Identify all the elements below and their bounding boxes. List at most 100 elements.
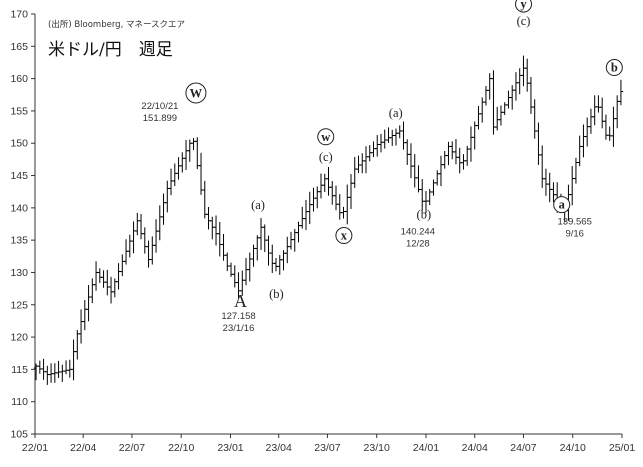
ohlc-bar xyxy=(502,102,508,115)
y-tick-label: 120 xyxy=(10,332,28,344)
ohlc-bar xyxy=(457,147,463,174)
ohlc-bar xyxy=(105,269,110,296)
ohlc-bar xyxy=(262,224,268,253)
ohlc-bar xyxy=(138,213,144,240)
ohlc-bar xyxy=(198,152,204,195)
ohlc-bar xyxy=(108,276,114,304)
wave-label-circle xyxy=(185,82,207,104)
x-tick-label: 24/01 xyxy=(413,442,439,454)
annotation-text: 140.244 xyxy=(401,226,435,237)
ohlc-bar xyxy=(296,221,301,243)
ohlc-bar xyxy=(75,329,80,360)
ohlc-bar xyxy=(202,180,208,219)
source-note: (出所) Bloomberg, マネースクエア xyxy=(48,19,185,30)
ohlc-bar xyxy=(483,86,489,106)
ohlc-bar xyxy=(247,252,253,282)
wave-label-text: x xyxy=(341,229,348,243)
ohlc-bar xyxy=(101,270,106,288)
ohlc-bar xyxy=(82,300,88,331)
ohlc-bar xyxy=(401,121,406,150)
ohlc-bar xyxy=(378,133,384,153)
ohlc-bar xyxy=(588,108,594,134)
ohlc-bar xyxy=(254,235,260,261)
ohlc-bar xyxy=(539,145,545,188)
annotation-text: 9/16 xyxy=(565,229,584,240)
wave-label-text: (a) xyxy=(389,106,403,120)
ohlc-bar xyxy=(318,173,324,199)
ohlc-bar xyxy=(209,216,215,240)
y-tick-label: 130 xyxy=(10,267,28,279)
ohlc-bar xyxy=(524,58,530,92)
wave-label-circle xyxy=(515,0,533,13)
annotation-text: 151.899 xyxy=(143,113,177,124)
ohlc-bar xyxy=(569,166,575,206)
wave-label-circled: a xyxy=(553,196,571,214)
ohlc-bar xyxy=(412,154,418,188)
ohlc-bar xyxy=(60,364,65,382)
ohlc-bar xyxy=(382,129,388,149)
y-tick-label: 140 xyxy=(10,202,28,214)
ohlc-bar xyxy=(371,141,376,158)
ohlc-bar xyxy=(67,359,73,378)
ohlc-bar xyxy=(307,191,313,225)
x-tick-label: 22/10 xyxy=(168,442,194,454)
ohlc-bar xyxy=(71,339,76,381)
ohlc-bar xyxy=(599,97,605,129)
ohlc-bar xyxy=(168,168,174,196)
ohlc-bar xyxy=(532,99,537,139)
ohlc-bar xyxy=(506,90,511,109)
ohlc-bar xyxy=(303,199,309,231)
ohlc-bar xyxy=(341,206,346,219)
ohlc-bar xyxy=(284,236,290,264)
wave-label-circled: W xyxy=(185,82,207,104)
ohlc-bar xyxy=(596,95,601,113)
ohlc-bar xyxy=(543,168,549,196)
ohlc-bar xyxy=(288,231,294,250)
annotation-text: 139.565 xyxy=(558,217,592,228)
wave-label-text: (b) xyxy=(417,207,432,221)
ohlc-bar xyxy=(299,206,305,229)
ohlc-bar xyxy=(584,117,590,147)
wave-label-circle xyxy=(605,59,623,77)
axes: 105 110 115 120 125 130 135 140 145 150 155 160 165 1… xyxy=(10,9,635,455)
ohlc-bar xyxy=(356,155,361,174)
x-tick-label: 22/07 xyxy=(119,442,145,454)
ohlc-bar xyxy=(427,189,433,206)
ohlc-bar xyxy=(393,128,399,146)
ohlc-bar xyxy=(363,146,369,174)
x-tick-label: 22/04 xyxy=(70,442,96,454)
y-tick-label: 165 xyxy=(10,41,28,53)
ohlc-bar xyxy=(258,218,264,250)
ohlc-bar xyxy=(153,219,159,253)
wave-label-circle xyxy=(335,227,353,245)
ohlc-bar xyxy=(431,179,436,196)
wave-label-circled: w xyxy=(317,128,335,146)
y-tick-label: 125 xyxy=(10,299,28,311)
wave-label-text: W xyxy=(190,86,203,100)
ohlc-bar xyxy=(389,129,395,146)
ohlc-bar xyxy=(461,154,466,170)
ohlc-bar xyxy=(149,236,155,265)
ohlc-bar xyxy=(487,73,493,100)
chart-title: 米ドル/円 週足 xyxy=(48,40,173,60)
ohlc-bar xyxy=(329,181,335,205)
ohlc-bar xyxy=(90,278,95,304)
ohlc-bar xyxy=(164,180,170,213)
y-tick-label: 170 xyxy=(10,9,28,21)
ohlc-bar xyxy=(386,127,391,143)
ohlc-bar xyxy=(179,152,185,173)
ohlc-bar xyxy=(528,76,534,114)
ohlc-bar xyxy=(337,194,343,220)
ohlc-bar xyxy=(434,170,440,186)
ohlc-bar xyxy=(359,153,365,174)
ohlc-bar xyxy=(243,257,249,286)
ohlc-bar xyxy=(446,141,451,166)
ohlc-bar xyxy=(614,95,620,129)
ohlc-bar xyxy=(123,239,129,265)
ohlc-bar xyxy=(547,172,552,203)
y-tick-label: 115 xyxy=(11,364,28,376)
ohlc-bar xyxy=(48,363,54,383)
ohlc-bar xyxy=(581,124,586,158)
wave-label-circle xyxy=(317,128,335,146)
y-tick-label: 150 xyxy=(10,138,28,150)
